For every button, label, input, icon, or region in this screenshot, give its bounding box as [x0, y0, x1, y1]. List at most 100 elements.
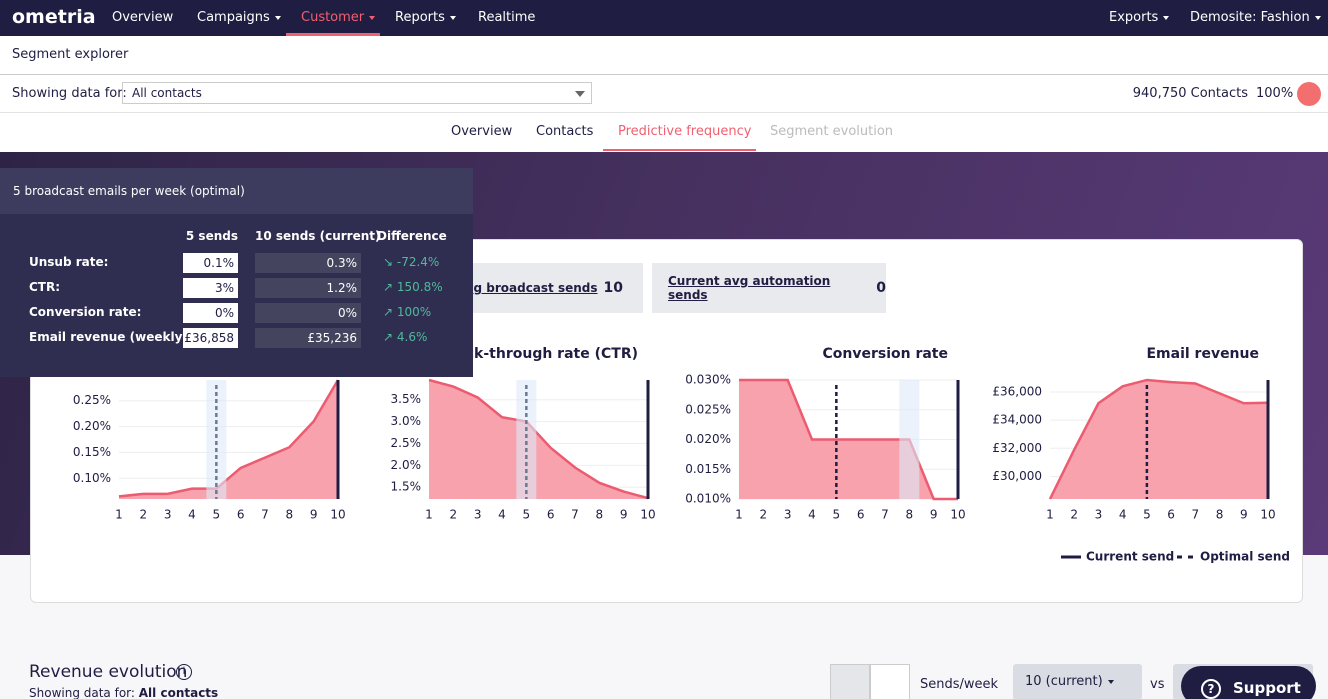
legend-label: Current send	[1086, 550, 1174, 564]
cell-current: 0.3%	[255, 253, 361, 273]
grid-view-button[interactable]	[830, 664, 870, 699]
y-tick-label: £36,000	[992, 384, 1042, 398]
y-tick-label: £34,000	[992, 413, 1042, 427]
tab-underline	[603, 149, 756, 151]
line	[1048, 378, 1269, 500]
page-title: Segment explorer	[12, 47, 129, 62]
line	[118, 379, 340, 498]
cell-difference: ↗ 100%	[383, 305, 432, 319]
contacts-percent: 100%	[1256, 86, 1294, 101]
section-subtitle: Showing data for: All contacts	[29, 686, 218, 699]
nav-item[interactable]: Realtime	[478, 10, 536, 25]
cell-optimal: 0%	[183, 303, 238, 323]
segment-select[interactable]: All contacts	[122, 82, 592, 104]
x-tick-label: 8	[596, 508, 604, 522]
x-tick-label: 8	[1216, 508, 1224, 522]
section-title: Revenue evolution	[29, 662, 188, 682]
column-header: 5 sends	[185, 229, 238, 243]
area	[119, 380, 338, 499]
x-tick-label: 6	[1167, 508, 1175, 522]
x-tick-label: 1	[425, 508, 433, 522]
x-tick-label: 2	[760, 508, 768, 522]
x-tick-label: 10	[640, 508, 655, 522]
tooltip: 5 broadcast emails per week (optimal) 5 …	[0, 168, 473, 377]
row-label: Unsub rate:	[29, 255, 109, 269]
tooltip-title: 5 broadcast emails per week (optimal)	[0, 168, 473, 214]
x-tick-label: 7	[571, 508, 579, 522]
column-header: Difference	[377, 229, 447, 243]
vs-label: vs	[1150, 677, 1165, 692]
logo[interactable]: ometria	[12, 6, 96, 28]
tab[interactable]: Segment evolution	[770, 124, 894, 139]
y-tick-label: 1.5%	[391, 480, 422, 494]
y-tick-label: £32,000	[992, 441, 1042, 455]
area	[1050, 380, 1268, 499]
y-tick-label: 2.0%	[391, 458, 422, 472]
x-tick-label: 5	[213, 508, 221, 522]
chart-title: Conversion rate	[822, 346, 948, 362]
filter-label: Showing data for:	[12, 86, 127, 101]
chart-title: Click-through rate (CTR)	[446, 346, 638, 362]
x-tick-label: 4	[808, 508, 816, 522]
stat-label[interactable]: Current avg automation sends	[668, 274, 831, 302]
legend-label: Optimal send	[1200, 550, 1290, 564]
x-tick-label: 10	[330, 508, 345, 522]
nav-item[interactable]: Reports	[395, 10, 456, 25]
x-tick-label: 2	[140, 508, 148, 522]
tab[interactable]: Overview	[451, 124, 513, 139]
x-tick-label: 10	[1260, 508, 1275, 522]
x-tick-label: 1	[735, 508, 743, 522]
chart-title: Email revenue	[1146, 346, 1259, 362]
sends-select[interactable]: 10 (current)	[1013, 664, 1142, 699]
x-tick-label: 4	[188, 508, 196, 522]
nav-item[interactable]: Exports	[1109, 10, 1169, 25]
x-tick-label: 6	[237, 508, 245, 522]
cell-current: 0%	[255, 303, 361, 323]
hover-band	[206, 380, 227, 499]
x-tick-label: 1	[1046, 508, 1054, 522]
select-value: All contacts	[132, 86, 202, 100]
sends-value: 10 (current)	[1025, 674, 1114, 689]
cell-difference: ↘ -72.4%	[383, 255, 440, 269]
chart-view-button[interactable]	[870, 664, 910, 699]
info-icon[interactable]: i	[176, 664, 192, 680]
x-tick-label: 9	[620, 508, 628, 522]
hover-band	[516, 380, 537, 499]
select-caret	[575, 91, 585, 97]
nav-item[interactable]: Campaigns	[197, 10, 281, 25]
tab[interactable]: Predictive frequency	[618, 124, 752, 139]
nav-item[interactable]: Overview	[112, 10, 174, 25]
x-tick-label: 9	[310, 508, 318, 522]
contacts-count: 940,750 Contacts	[1132, 86, 1248, 101]
x-tick-label: 8	[906, 508, 914, 522]
x-tick-label: 3	[784, 508, 792, 522]
cell-current: 1.2%	[255, 278, 361, 298]
x-tick-label: 7	[881, 508, 889, 522]
nav-item[interactable]: Customer	[301, 10, 375, 25]
subtitle-value: All contacts	[138, 686, 219, 699]
sends-label: Sends/week	[920, 677, 999, 692]
nav-item[interactable]: Demosite: Fashion	[1190, 10, 1321, 25]
row-label: CTR:	[29, 280, 61, 294]
y-tick-label: 0.030%	[685, 373, 731, 387]
y-tick-label: 0.10%	[73, 471, 111, 485]
line	[739, 378, 958, 501]
cell-difference: ↗ 150.8%	[383, 280, 443, 294]
cell-current: £35,236	[255, 328, 361, 348]
x-tick-label: 4	[1119, 508, 1127, 522]
cell-difference: ↗ 4.6%	[383, 330, 428, 344]
tab[interactable]: Contacts	[536, 124, 594, 139]
x-tick-label: 3	[1095, 508, 1103, 522]
support-button[interactable]: ? Support	[1181, 666, 1316, 699]
y-tick-label: £30,000	[992, 469, 1042, 483]
y-tick-label: 2.5%	[391, 436, 422, 450]
stat-value: 10	[603, 280, 623, 296]
x-tick-label: 3	[164, 508, 172, 522]
y-tick-label: 0.20%	[73, 419, 111, 433]
x-tick-label: 3	[474, 508, 482, 522]
stat-value: 0	[876, 280, 886, 296]
hover-band	[899, 380, 920, 499]
y-tick-label: 0.010%	[685, 492, 731, 506]
